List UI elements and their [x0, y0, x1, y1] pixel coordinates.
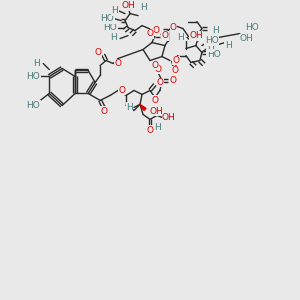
Text: HO: HO	[245, 23, 259, 32]
Text: O: O	[171, 66, 178, 75]
Text: O: O	[153, 26, 160, 35]
Text: O: O	[154, 65, 161, 74]
Text: O: O	[162, 31, 169, 40]
Text: HO: HO	[207, 50, 220, 59]
Polygon shape	[140, 104, 146, 110]
Text: O: O	[170, 23, 177, 32]
Text: H: H	[111, 6, 118, 15]
Text: O: O	[118, 86, 125, 95]
Text: H: H	[207, 42, 214, 51]
Text: OH: OH	[189, 31, 203, 40]
Text: HO: HO	[100, 14, 114, 23]
Text: O: O	[157, 78, 164, 87]
Text: OH: OH	[150, 107, 164, 116]
Text: H: H	[126, 103, 133, 112]
Text: O: O	[114, 59, 121, 68]
Text: O: O	[152, 61, 158, 70]
Text: H: H	[34, 59, 40, 68]
Text: O: O	[173, 56, 180, 65]
Text: O: O	[170, 76, 177, 85]
Text: O: O	[100, 107, 108, 116]
Text: HO: HO	[103, 23, 117, 32]
Text: OH: OH	[121, 1, 135, 10]
Text: O: O	[147, 29, 154, 38]
Text: H: H	[225, 41, 232, 50]
Text: O: O	[94, 48, 101, 57]
Text: H: H	[154, 123, 161, 132]
Text: H: H	[177, 33, 184, 42]
Text: OH: OH	[162, 113, 176, 122]
Text: H: H	[140, 3, 147, 12]
Text: HO: HO	[205, 36, 219, 45]
Text: HO: HO	[26, 101, 40, 110]
Text: O: O	[152, 96, 158, 105]
Text: O: O	[146, 126, 154, 135]
Text: HO: HO	[26, 72, 40, 81]
Text: OH: OH	[240, 34, 254, 43]
Text: H: H	[212, 26, 219, 35]
Text: H: H	[110, 33, 117, 42]
